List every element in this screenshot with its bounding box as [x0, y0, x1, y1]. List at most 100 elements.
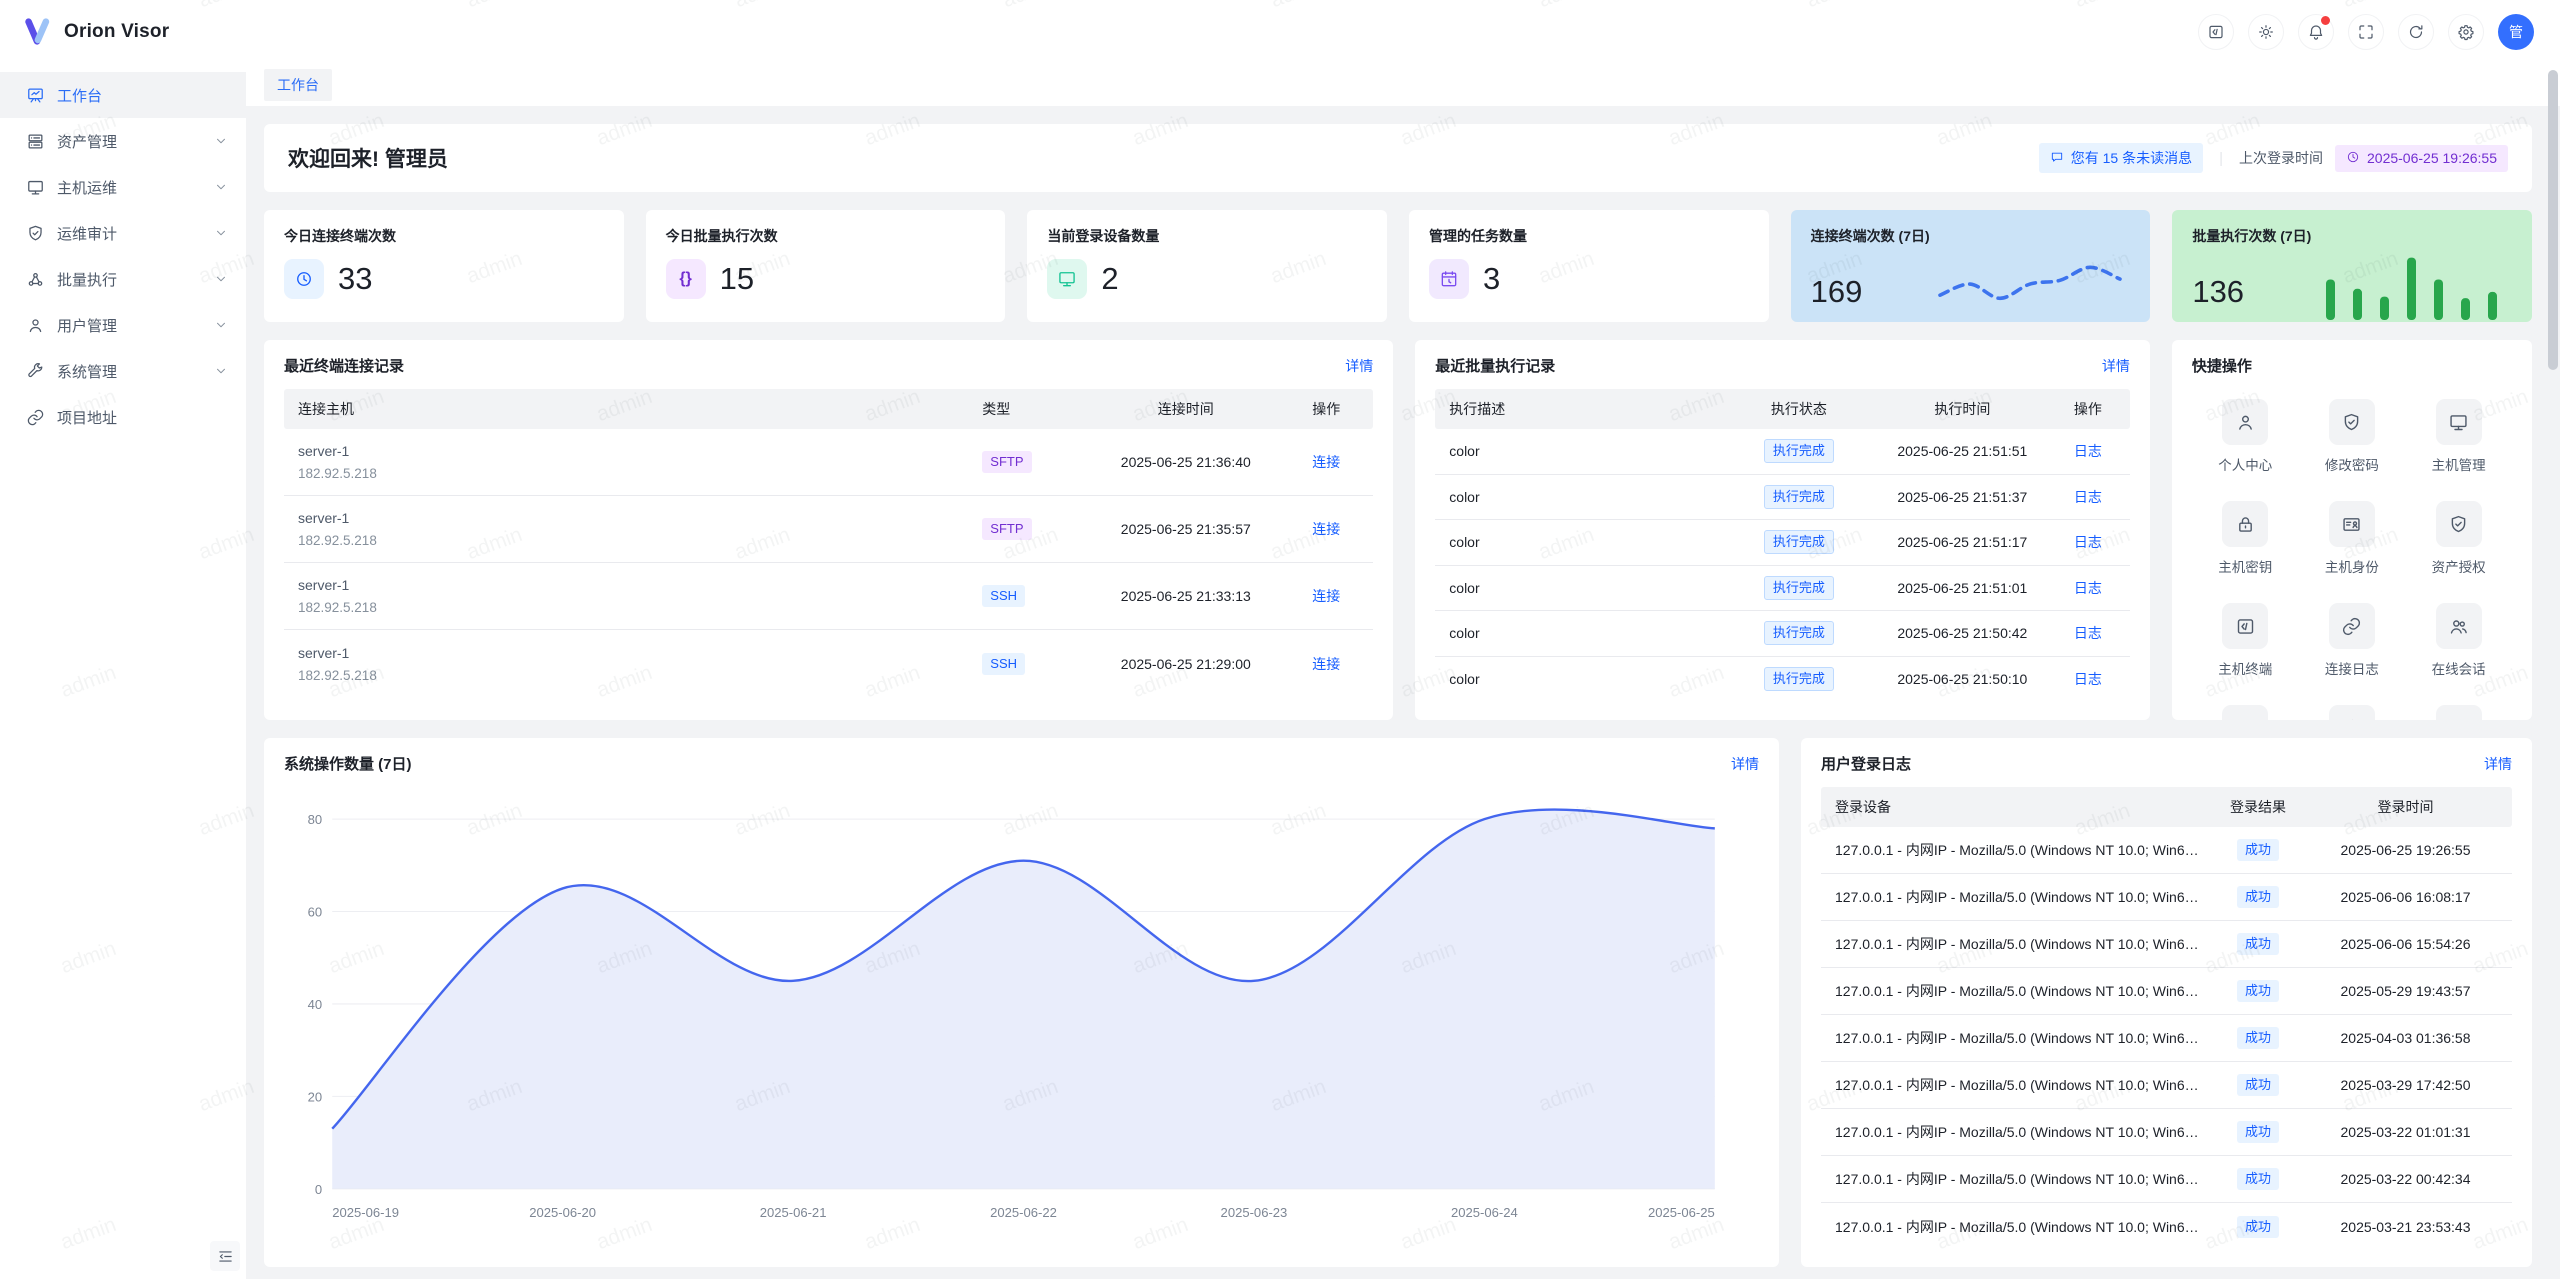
login-device: 127.0.0.1 - 内网IP - Mozilla/5.0 (Windows …: [1835, 936, 2203, 952]
sidebar-collapse-button[interactable]: [210, 1241, 240, 1271]
quick-icon-box: [2435, 603, 2482, 649]
quick-action-文件操作日志[interactable]: 文件操作日志: [2192, 705, 2299, 720]
user-avatar[interactable]: 管: [2498, 14, 2534, 50]
sidebar-item-系统管理[interactable]: 系统管理: [0, 348, 246, 394]
header-notifications-button[interactable]: [2298, 14, 2334, 50]
stat-label: 今日连接终端次数: [284, 228, 396, 244]
stat-card-今日批量执行次数: 今日批量执行次数 {} 15: [645, 210, 1006, 322]
host-ip: 182.92.5.218: [298, 533, 377, 548]
log-link[interactable]: 日志: [2073, 534, 2102, 551]
users-icon: [2450, 619, 2467, 634]
column-header-操作: 操作: [1312, 401, 1341, 417]
login-result-cell: 成功: [2203, 980, 2313, 1002]
connect-link[interactable]: 连接: [1312, 454, 1341, 470]
host-name: server-1: [298, 510, 350, 526]
exec-record-row: color 执行完成 2025-06-25 21:51:37 日志: [1435, 475, 2130, 520]
sidebar-item-项目地址[interactable]: 项目地址: [0, 394, 246, 440]
connect-time: 2025-06-25 21:29:00: [1120, 655, 1251, 672]
log-link[interactable]: 日志: [2073, 443, 2102, 460]
panel-title: 系统操作数量 (7日): [284, 756, 412, 773]
dashboard-content: 欢迎回来! 管理员 您有 15 条未读消息 | 上次登录时间 2025-06-2…: [246, 106, 2560, 1279]
sidebar-item-批量执行[interactable]: 批量执行: [0, 256, 246, 302]
quick-action-在线会话[interactable]: 在线会话: [2405, 603, 2512, 678]
terminal-detail-link[interactable]: 详情: [1345, 357, 1374, 374]
last-login-time: 2025-06-25 19:26:55: [2367, 150, 2497, 166]
quick-icon-box: [2328, 399, 2375, 445]
sidebar-item-用户管理[interactable]: 用户管理: [0, 302, 246, 348]
link-icon: [27, 409, 44, 425]
svg-text:40: 40: [308, 997, 323, 1012]
sidebar-item-运维审计[interactable]: 运维审计: [0, 210, 246, 256]
log-link[interactable]: 日志: [2073, 671, 2102, 688]
quick-action-label: 连接日志: [2324, 662, 2379, 677]
sun-icon: [2259, 25, 2273, 39]
terminal-record-row: server-1 182.92.5.218 SSH 2025-06-25 21:29:…: [284, 630, 1373, 697]
exec-detail-link[interactable]: 详情: [2101, 357, 2130, 374]
terminal-trend-sparkline: [1938, 265, 2123, 301]
login-record-row: 127.0.0.1 - 内网IP - Mozilla/5.0 (Windows …: [1821, 1109, 2512, 1156]
connect-time: 2025-06-25 21:35:57: [1120, 521, 1251, 537]
log-link[interactable]: 日志: [2073, 625, 2102, 642]
sidebar-item-工作台[interactable]: 工作台: [0, 72, 246, 118]
quick-action-主机管理[interactable]: 主机管理: [2405, 399, 2512, 474]
gear-icon: [2458, 25, 2474, 41]
login-record-row: 127.0.0.1 - 内网IP - Mozilla/5.0 (Windows …: [1821, 1015, 2512, 1062]
quick-action-命令执行[interactable]: 命令执行: [2299, 705, 2406, 720]
login-detail-link[interactable]: 详情: [2484, 755, 2512, 772]
notification-badge-dot: [2321, 16, 2330, 25]
quick-action-修改密码[interactable]: 修改密码: [2299, 399, 2406, 474]
connect-link[interactable]: 连接: [1312, 588, 1341, 604]
sidebar-item-label: 主机运维: [57, 179, 118, 197]
login-result-tag: 成功: [2236, 1027, 2279, 1049]
login-time: 2025-03-21 23:53:43: [2340, 1218, 2471, 1235]
stats-row: 今日连接终端次数 33 今日批量执行次数 {} 15 当前登录设备数量 2 管理的任务数量 3 连…: [264, 210, 2532, 322]
exec-action-cell: 日志: [2060, 532, 2116, 552]
unread-messages-badge[interactable]: 您有 15 条未读消息: [2038, 143, 2204, 173]
quick-action-连接日志[interactable]: 连接日志: [2299, 603, 2406, 678]
exec-status-cell: 执行完成: [1733, 667, 1865, 692]
shield-icon: [2451, 515, 2466, 532]
header-code-button[interactable]: [2198, 14, 2234, 50]
trend-value: 169: [1810, 274, 1863, 309]
quick-icon-box: [2222, 603, 2269, 649]
quick-action-资产授权[interactable]: 资产授权: [2405, 501, 2512, 576]
log-link[interactable]: 日志: [2073, 579, 2102, 596]
log-link[interactable]: 日志: [2073, 488, 2102, 505]
connect-link[interactable]: 连接: [1312, 521, 1341, 537]
header-settings-button[interactable]: [2448, 14, 2484, 50]
chart-detail-link[interactable]: 详情: [1731, 755, 1760, 772]
login-result-tag: 成功: [2236, 886, 2279, 908]
clock-icon: [2346, 150, 2360, 167]
login-device: 127.0.0.1 - 内网IP - Mozilla/5.0 (Windows …: [1835, 983, 2203, 999]
login-device: 127.0.0.1 - 内网IP - Mozilla/5.0 (Windows …: [1835, 1124, 2203, 1140]
quick-action-主机终端[interactable]: 主机终端: [2192, 603, 2299, 678]
quick-action-主机密钥[interactable]: 主机密钥: [2192, 501, 2299, 576]
quick-icon-box: [2328, 501, 2375, 547]
breadcrumb-item-workbench[interactable]: 工作台: [264, 69, 332, 101]
connect-link[interactable]: 连接: [1312, 655, 1341, 672]
sidebar-item-label: 运维审计: [57, 225, 118, 243]
sidebar-item-主机运维[interactable]: 主机运维: [0, 164, 246, 210]
page-scrollbar-thumb[interactable]: [2548, 70, 2558, 370]
quick-action-个人中心[interactable]: 个人中心: [2192, 399, 2299, 474]
exec-record-row: color 执行完成 2025-06-25 21:51:51 日志: [1435, 429, 2130, 475]
host-name: server-1: [298, 577, 350, 593]
quick-action-主机身份[interactable]: 主机身份: [2299, 501, 2406, 576]
header-theme-button[interactable]: [2248, 14, 2284, 50]
header-refresh-button[interactable]: [2398, 14, 2434, 50]
stat-label: 管理的任务数量: [1428, 228, 1527, 244]
login-time: 2025-03-22 01:01:31: [2340, 1124, 2471, 1140]
login-record-row: 127.0.0.1 - 内网IP - Mozilla/5.0 (Windows …: [1821, 1203, 2512, 1250]
exec-status-tag: 执行完成: [1763, 484, 1834, 509]
exec-record-row: color 执行完成 2025-06-25 21:50:10 日志: [1435, 657, 2130, 703]
column-header-登录结果: 登录结果: [2230, 799, 2286, 815]
login-device: 127.0.0.1 - 内网IP - Mozilla/5.0 (Windows …: [1835, 1171, 2203, 1187]
quick-icon-box: [2222, 399, 2269, 445]
sidebar-item-资产管理[interactable]: 资产管理: [0, 118, 246, 164]
quick-action-执行日志[interactable]: 执行日志: [2405, 705, 2512, 720]
header-fullscreen-button[interactable]: [2348, 14, 2384, 50]
quick-action-label: 资产授权: [2431, 560, 2486, 575]
code-icon: [2237, 618, 2253, 634]
trend-label: 批量执行次数 (7日): [2192, 228, 2312, 244]
